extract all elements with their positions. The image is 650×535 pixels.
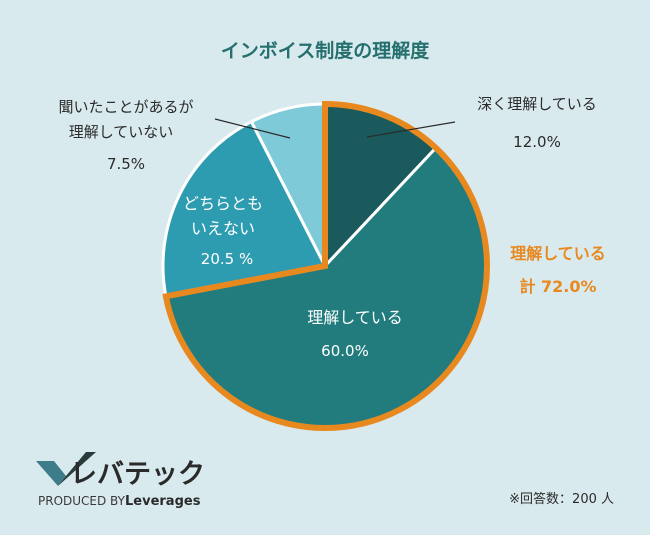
slice-label-heard-line1: 聞いたことがあるが [58, 98, 193, 116]
slice-label-understand: 理解している [307, 308, 403, 327]
leader-line-deep-understand [366, 121, 456, 138]
slice-value-understand: 60.0% [321, 342, 369, 360]
highlight-total: 計 72.0% [519, 277, 596, 296]
slice-value-neutral: 20.5 % [201, 250, 253, 268]
logo-produced-by: PRODUCED BY [38, 494, 126, 508]
logo-check-mark-icon-stroke [58, 452, 96, 486]
logo-check-mark-icon [36, 461, 66, 486]
slice-neutral [161, 119, 328, 299]
slice-label-neutral-line1: どちらとも [183, 194, 263, 213]
pie-slices [161, 102, 489, 430]
brand-logo: レバテック PRODUCED BY Leverages [36, 452, 205, 509]
logo-company-name: Leverages [125, 494, 201, 509]
slice-label-heard-line2: 理解していない [69, 123, 174, 141]
slice-label-deep-understand: 深く理解している [477, 95, 597, 113]
leader-lines [214, 118, 456, 139]
slice-value-deep-understand: 12.0% [513, 133, 561, 151]
slice-value-heard: 7.5% [107, 155, 145, 173]
leader-line-heard [214, 118, 291, 139]
response-count-note: ※回答数：200 人 [509, 491, 614, 507]
slice-label-neutral-line2: いえない [191, 219, 255, 238]
highlight-outline [162, 100, 490, 431]
chart-title: インボイス制度の理解度 [221, 39, 430, 62]
highlight-label: 理解している [510, 244, 606, 263]
logo-text: レバテック [70, 459, 205, 490]
